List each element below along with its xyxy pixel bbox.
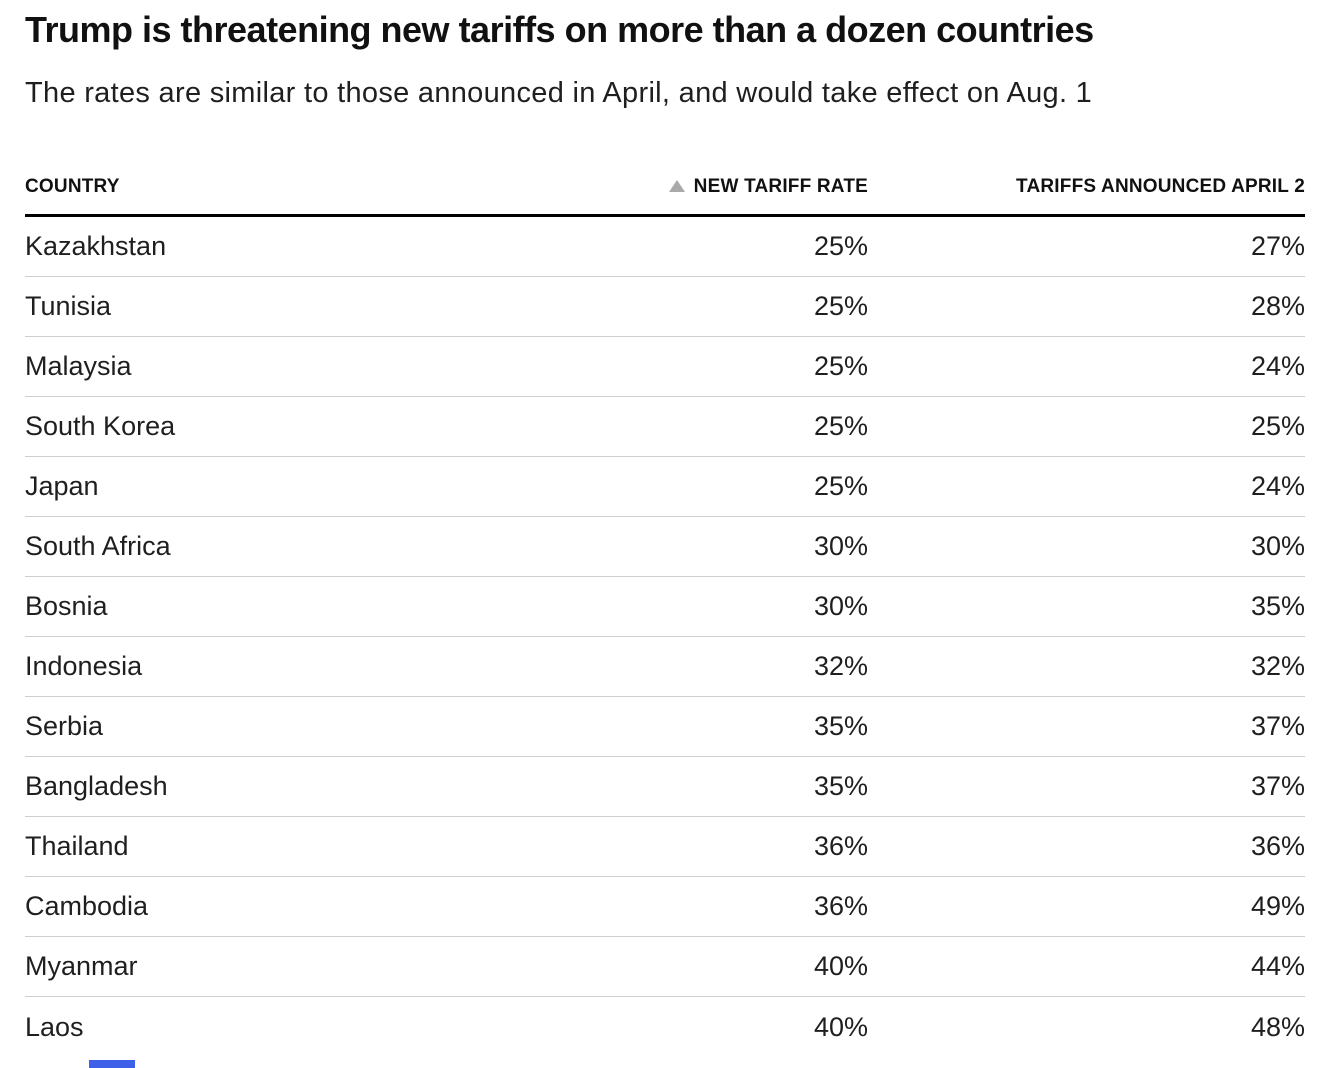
country-cell: Malaysia [25, 351, 132, 381]
new-tariff-rate-cell: 32% [813, 651, 868, 681]
new-tariff-rate-cell: 35% [813, 711, 868, 741]
table-row: South Korea 25% 25% [25, 397, 1305, 457]
column-header-label: NEW TARIFF RATE [693, 176, 868, 197]
new-tariff-rate-cell: 25% [813, 351, 868, 381]
new-tariff-rate-cell: 25% [813, 411, 868, 441]
table-row: Indonesia 32% 32% [25, 637, 1305, 697]
page-title: Trump is threatening new tariffs on more… [25, 9, 1094, 50]
country-cell: South Africa [25, 531, 171, 561]
tariffs-announced-april-2-cell: 49% [1250, 891, 1305, 921]
country-cell: Thailand [25, 831, 129, 861]
tariffs-announced-april-2-cell: 36% [1250, 831, 1305, 861]
new-tariff-rate-cell: 25% [813, 291, 868, 321]
country-cell: Indonesia [25, 651, 143, 681]
tariffs-announced-april-2-cell: 30% [1250, 531, 1305, 561]
table-row: Tunisia 25% 28% [25, 277, 1305, 337]
new-tariff-rate-cell: 30% [813, 531, 868, 561]
new-tariff-rate-cell: 30% [813, 591, 868, 621]
table-row: Malaysia 25% 24% [25, 337, 1305, 397]
table-body: Kazakhstan 25% 27% Tunisia 25% 28% Malay… [25, 217, 1305, 1057]
country-cell: Kazakhstan [25, 231, 167, 261]
table-row: Thailand 36% 36% [25, 817, 1305, 877]
page-subtitle: The rates are similar to those announced… [25, 77, 1093, 109]
tariffs-announced-april-2-cell: 37% [1250, 711, 1305, 741]
table-row: South Africa 30% 30% [25, 517, 1305, 577]
country-cell: Bangladesh [25, 771, 168, 801]
new-tariff-rate-cell: 35% [813, 771, 868, 801]
new-tariff-rate-cell: 36% [813, 831, 868, 861]
partial-blue-element [89, 1060, 135, 1068]
tariffs-announced-april-2-cell: 44% [1250, 951, 1305, 981]
new-tariff-rate-cell: 40% [813, 951, 868, 981]
country-cell: Cambodia [25, 891, 149, 921]
new-tariff-rate-cell: 25% [813, 231, 868, 261]
country-cell: Laos [25, 1011, 84, 1042]
column-header-tariffs-announced-april-2[interactable]: TARIFFS ANNOUNCED APRIL 2 [1016, 176, 1305, 197]
tariffs-announced-april-2-cell: 28% [1250, 291, 1305, 321]
table-header-row: COUNTRY NEW TARIFF RATE TARIFFS ANNOUNCE… [25, 176, 1305, 217]
country-cell: Bosnia [25, 591, 108, 621]
tariffs-announced-april-2-cell: 37% [1250, 771, 1305, 801]
tariff-table: COUNTRY NEW TARIFF RATE TARIFFS ANNOUNCE… [25, 176, 1305, 1057]
table-row: Cambodia 36% 49% [25, 877, 1305, 937]
column-header-country[interactable]: COUNTRY [25, 176, 120, 197]
country-cell: Serbia [25, 711, 104, 741]
country-cell: Myanmar [25, 951, 138, 981]
new-tariff-rate-cell: 25% [813, 471, 868, 501]
tariffs-announced-april-2-cell: 24% [1250, 351, 1305, 381]
sort-triangle-up-icon [668, 180, 685, 192]
table-row: Bosnia 30% 35% [25, 577, 1305, 637]
country-cell: South Korea [25, 411, 176, 441]
tariffs-announced-april-2-cell: 27% [1250, 231, 1305, 261]
table-row: Laos 40% 48% [25, 997, 1305, 1057]
tariffs-announced-april-2-cell: 48% [1250, 1011, 1305, 1042]
table-row: Serbia 35% 37% [25, 697, 1305, 757]
tariffs-announced-april-2-cell: 35% [1250, 591, 1305, 621]
tariffs-announced-april-2-cell: 25% [1250, 411, 1305, 441]
table-row: Japan 25% 24% [25, 457, 1305, 517]
tariffs-announced-april-2-cell: 32% [1250, 651, 1305, 681]
new-tariff-rate-cell: 40% [813, 1011, 868, 1042]
column-header-new-tariff-rate[interactable]: NEW TARIFF RATE [618, 176, 868, 198]
new-tariff-rate-cell: 36% [813, 891, 868, 921]
country-cell: Japan [25, 471, 99, 501]
table-row: Kazakhstan 25% 27% [25, 217, 1305, 277]
country-cell: Tunisia [25, 291, 112, 321]
tariffs-announced-april-2-cell: 24% [1250, 471, 1305, 501]
table-row: Bangladesh 35% 37% [25, 757, 1305, 817]
table-row: Myanmar 40% 44% [25, 937, 1305, 997]
